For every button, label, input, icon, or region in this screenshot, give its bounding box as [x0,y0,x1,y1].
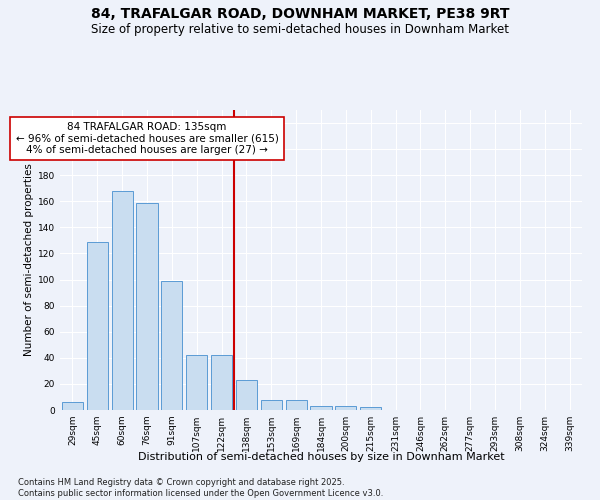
Bar [310,406,332,410]
Bar [360,408,381,410]
Bar [87,242,108,410]
Bar [161,281,182,410]
Bar [236,380,257,410]
Text: 84 TRAFALGAR ROAD: 135sqm
← 96% of semi-detached houses are smaller (615)
4% of : 84 TRAFALGAR ROAD: 135sqm ← 96% of semi-… [16,122,278,155]
Bar [286,400,307,410]
Text: Size of property relative to semi-detached houses in Downham Market: Size of property relative to semi-detach… [91,22,509,36]
Bar [211,355,232,410]
Bar [136,202,158,410]
Text: 84, TRAFALGAR ROAD, DOWNHAM MARKET, PE38 9RT: 84, TRAFALGAR ROAD, DOWNHAM MARKET, PE38… [91,8,509,22]
Bar [261,400,282,410]
Text: Distribution of semi-detached houses by size in Downham Market: Distribution of semi-detached houses by … [137,452,505,462]
Bar [112,191,133,410]
Bar [335,406,356,410]
Bar [186,355,207,410]
Text: Contains HM Land Registry data © Crown copyright and database right 2025.
Contai: Contains HM Land Registry data © Crown c… [18,478,383,498]
Bar [62,402,83,410]
Y-axis label: Number of semi-detached properties: Number of semi-detached properties [24,164,34,356]
